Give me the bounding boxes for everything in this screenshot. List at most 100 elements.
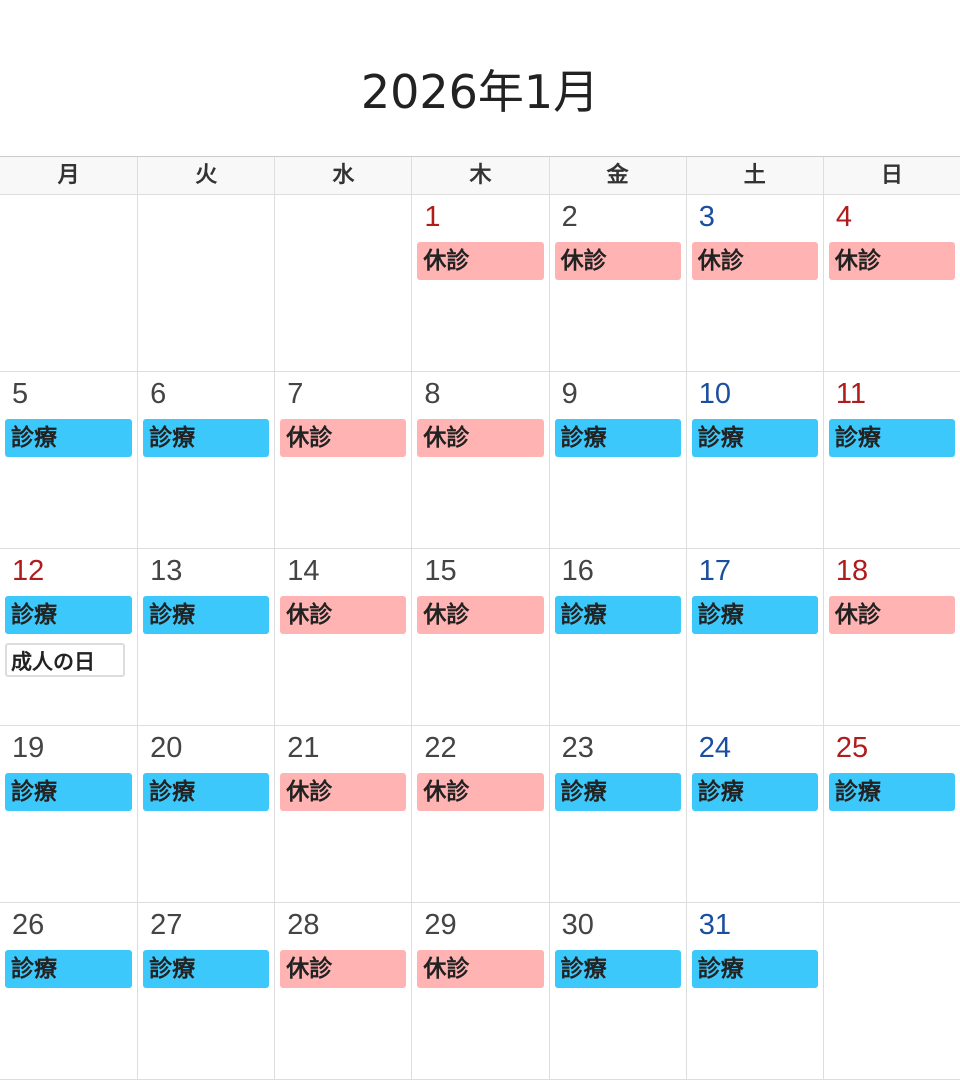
day-number: 10 — [698, 378, 731, 410]
closed-event[interactable]: 休診 — [691, 242, 818, 280]
open-event[interactable]: 診療 — [143, 596, 270, 634]
day-cell[interactable]: 22 休診 — [411, 726, 548, 902]
day-cell[interactable]: 4 休診 — [822, 195, 960, 371]
day-cell[interactable]: 25 診療 — [822, 726, 960, 902]
day-number: 9 — [561, 378, 578, 410]
open-event[interactable]: 診療 — [5, 773, 133, 811]
open-event[interactable]: 診療 — [554, 596, 681, 634]
open-event[interactable]: 診療 — [5, 596, 133, 634]
closed-event[interactable]: 休診 — [280, 596, 407, 634]
day-number: 13 — [150, 555, 183, 587]
closed-event[interactable]: 休診 — [417, 950, 544, 988]
day-cell[interactable]: 27 診療 — [137, 903, 274, 1079]
open-event[interactable]: 診療 — [691, 950, 818, 988]
day-number: 18 — [835, 555, 869, 587]
week-row: 5 診療 6 診療 7 休診 8 休診 9 診療 10 診療 11 診療 — [0, 372, 960, 549]
day-cell[interactable]: 11 診療 — [822, 372, 960, 548]
day-cell[interactable]: 16 診療 — [548, 549, 686, 725]
closed-event[interactable]: 休診 — [417, 419, 544, 457]
day-number: 1 — [424, 201, 441, 233]
day-cell[interactable]: 12 診療成人の日 — [0, 549, 137, 725]
day-number: 26 — [12, 909, 45, 941]
open-event[interactable]: 診療 — [143, 773, 270, 811]
day-cell[interactable]: 6 診療 — [137, 372, 274, 548]
day-number: 4 — [835, 201, 852, 233]
day-cell[interactable]: 20 診療 — [137, 726, 274, 902]
open-event[interactable]: 診療 — [691, 596, 818, 634]
day-cell[interactable]: 3 休診 — [685, 195, 823, 371]
day-cell[interactable]: 30 診療 — [548, 903, 686, 1079]
day-cell[interactable]: 18 休診 — [822, 549, 960, 725]
day-cell[interactable]: 24 診療 — [685, 726, 823, 902]
day-cell[interactable]: 28 休診 — [274, 903, 411, 1079]
day-cell[interactable]: 19 診療 — [0, 726, 137, 902]
closed-event[interactable]: 休診 — [280, 950, 407, 988]
closed-event[interactable]: 休診 — [417, 773, 544, 811]
closed-event[interactable]: 休診 — [280, 419, 407, 457]
day-cell[interactable]: 23 診療 — [548, 726, 686, 902]
closed-event[interactable]: 休診 — [280, 773, 407, 811]
closed-event[interactable]: 休診 — [417, 596, 544, 634]
day-cell[interactable]: 13 診療 — [137, 549, 274, 725]
open-event[interactable]: 診療 — [554, 419, 681, 457]
weekday-tue: 火 — [137, 157, 274, 194]
day-cell[interactable]: 21 休診 — [274, 726, 411, 902]
open-event[interactable]: 診療 — [691, 419, 818, 457]
day-number: 2 — [561, 201, 578, 233]
week-row: 19 診療 20 診療 21 休診 22 休診 23 診療 24 診療 25 診療 — [0, 726, 960, 903]
open-event[interactable]: 診療 — [554, 950, 681, 988]
open-event[interactable]: 診療 — [143, 950, 270, 988]
weekday-sat: 土 — [685, 157, 823, 194]
day-number: 24 — [698, 732, 731, 764]
day-number: 20 — [150, 732, 183, 764]
day-number: 25 — [835, 732, 869, 764]
day-number: 21 — [287, 732, 320, 764]
open-event[interactable]: 診療 — [5, 950, 133, 988]
day-cell[interactable]: 31 診療 — [685, 903, 823, 1079]
open-event[interactable]: 診療 — [691, 773, 818, 811]
day-cell[interactable]: 2 休診 — [548, 195, 686, 371]
weekday-wed: 水 — [274, 157, 411, 194]
day-cell[interactable]: 5 診療 — [0, 372, 137, 548]
day-cell — [822, 903, 960, 1079]
closed-event[interactable]: 休診 — [828, 596, 955, 634]
open-event[interactable]: 診療 — [828, 773, 955, 811]
calendar-grid: 月 火 水 木 金 土 日 1 休診 2 休診 3 休診 4 休診 5 診療 6 診療 7 休診 8 休診 9 診… — [0, 156, 960, 1080]
day-cell[interactable]: 10 診療 — [685, 372, 823, 548]
day-cell — [0, 195, 137, 371]
day-number: 16 — [561, 555, 594, 587]
day-number: 19 — [12, 732, 45, 764]
day-cell[interactable]: 1 休診 — [411, 195, 548, 371]
day-number: 31 — [698, 909, 731, 941]
day-cell[interactable]: 7 休診 — [274, 372, 411, 548]
closed-event[interactable]: 休診 — [554, 242, 681, 280]
day-cell — [274, 195, 411, 371]
open-event[interactable]: 診療 — [554, 773, 681, 811]
day-number: 8 — [424, 378, 441, 410]
holiday-event[interactable]: 成人の日 — [5, 643, 125, 677]
open-event[interactable]: 診療 — [143, 419, 270, 457]
day-number: 14 — [287, 555, 320, 587]
day-number: 30 — [561, 909, 594, 941]
day-number: 5 — [12, 378, 29, 410]
day-number: 12 — [12, 555, 45, 587]
day-cell[interactable]: 29 休診 — [411, 903, 548, 1079]
day-number: 23 — [561, 732, 594, 764]
day-number: 6 — [150, 378, 167, 410]
open-event[interactable]: 診療 — [5, 419, 133, 457]
day-cell[interactable]: 8 休診 — [411, 372, 548, 548]
day-cell[interactable]: 14 休診 — [274, 549, 411, 725]
day-cell[interactable]: 26 診療 — [0, 903, 137, 1079]
week-row: 26 診療 27 診療 28 休診 29 休診 30 診療 31 診療 — [0, 903, 960, 1080]
day-cell[interactable]: 9 診療 — [548, 372, 686, 548]
open-event[interactable]: 診療 — [828, 419, 955, 457]
week-row: 1 休診 2 休診 3 休診 4 休診 — [0, 195, 960, 372]
closed-event[interactable]: 休診 — [417, 242, 544, 280]
day-cell[interactable]: 17 診療 — [685, 549, 823, 725]
day-number: 22 — [424, 732, 457, 764]
day-cell[interactable]: 15 休診 — [411, 549, 548, 725]
weekday-fri: 金 — [548, 157, 686, 194]
day-number: 29 — [424, 909, 457, 941]
weekday-mon: 月 — [57, 163, 80, 188]
closed-event[interactable]: 休診 — [828, 242, 955, 280]
